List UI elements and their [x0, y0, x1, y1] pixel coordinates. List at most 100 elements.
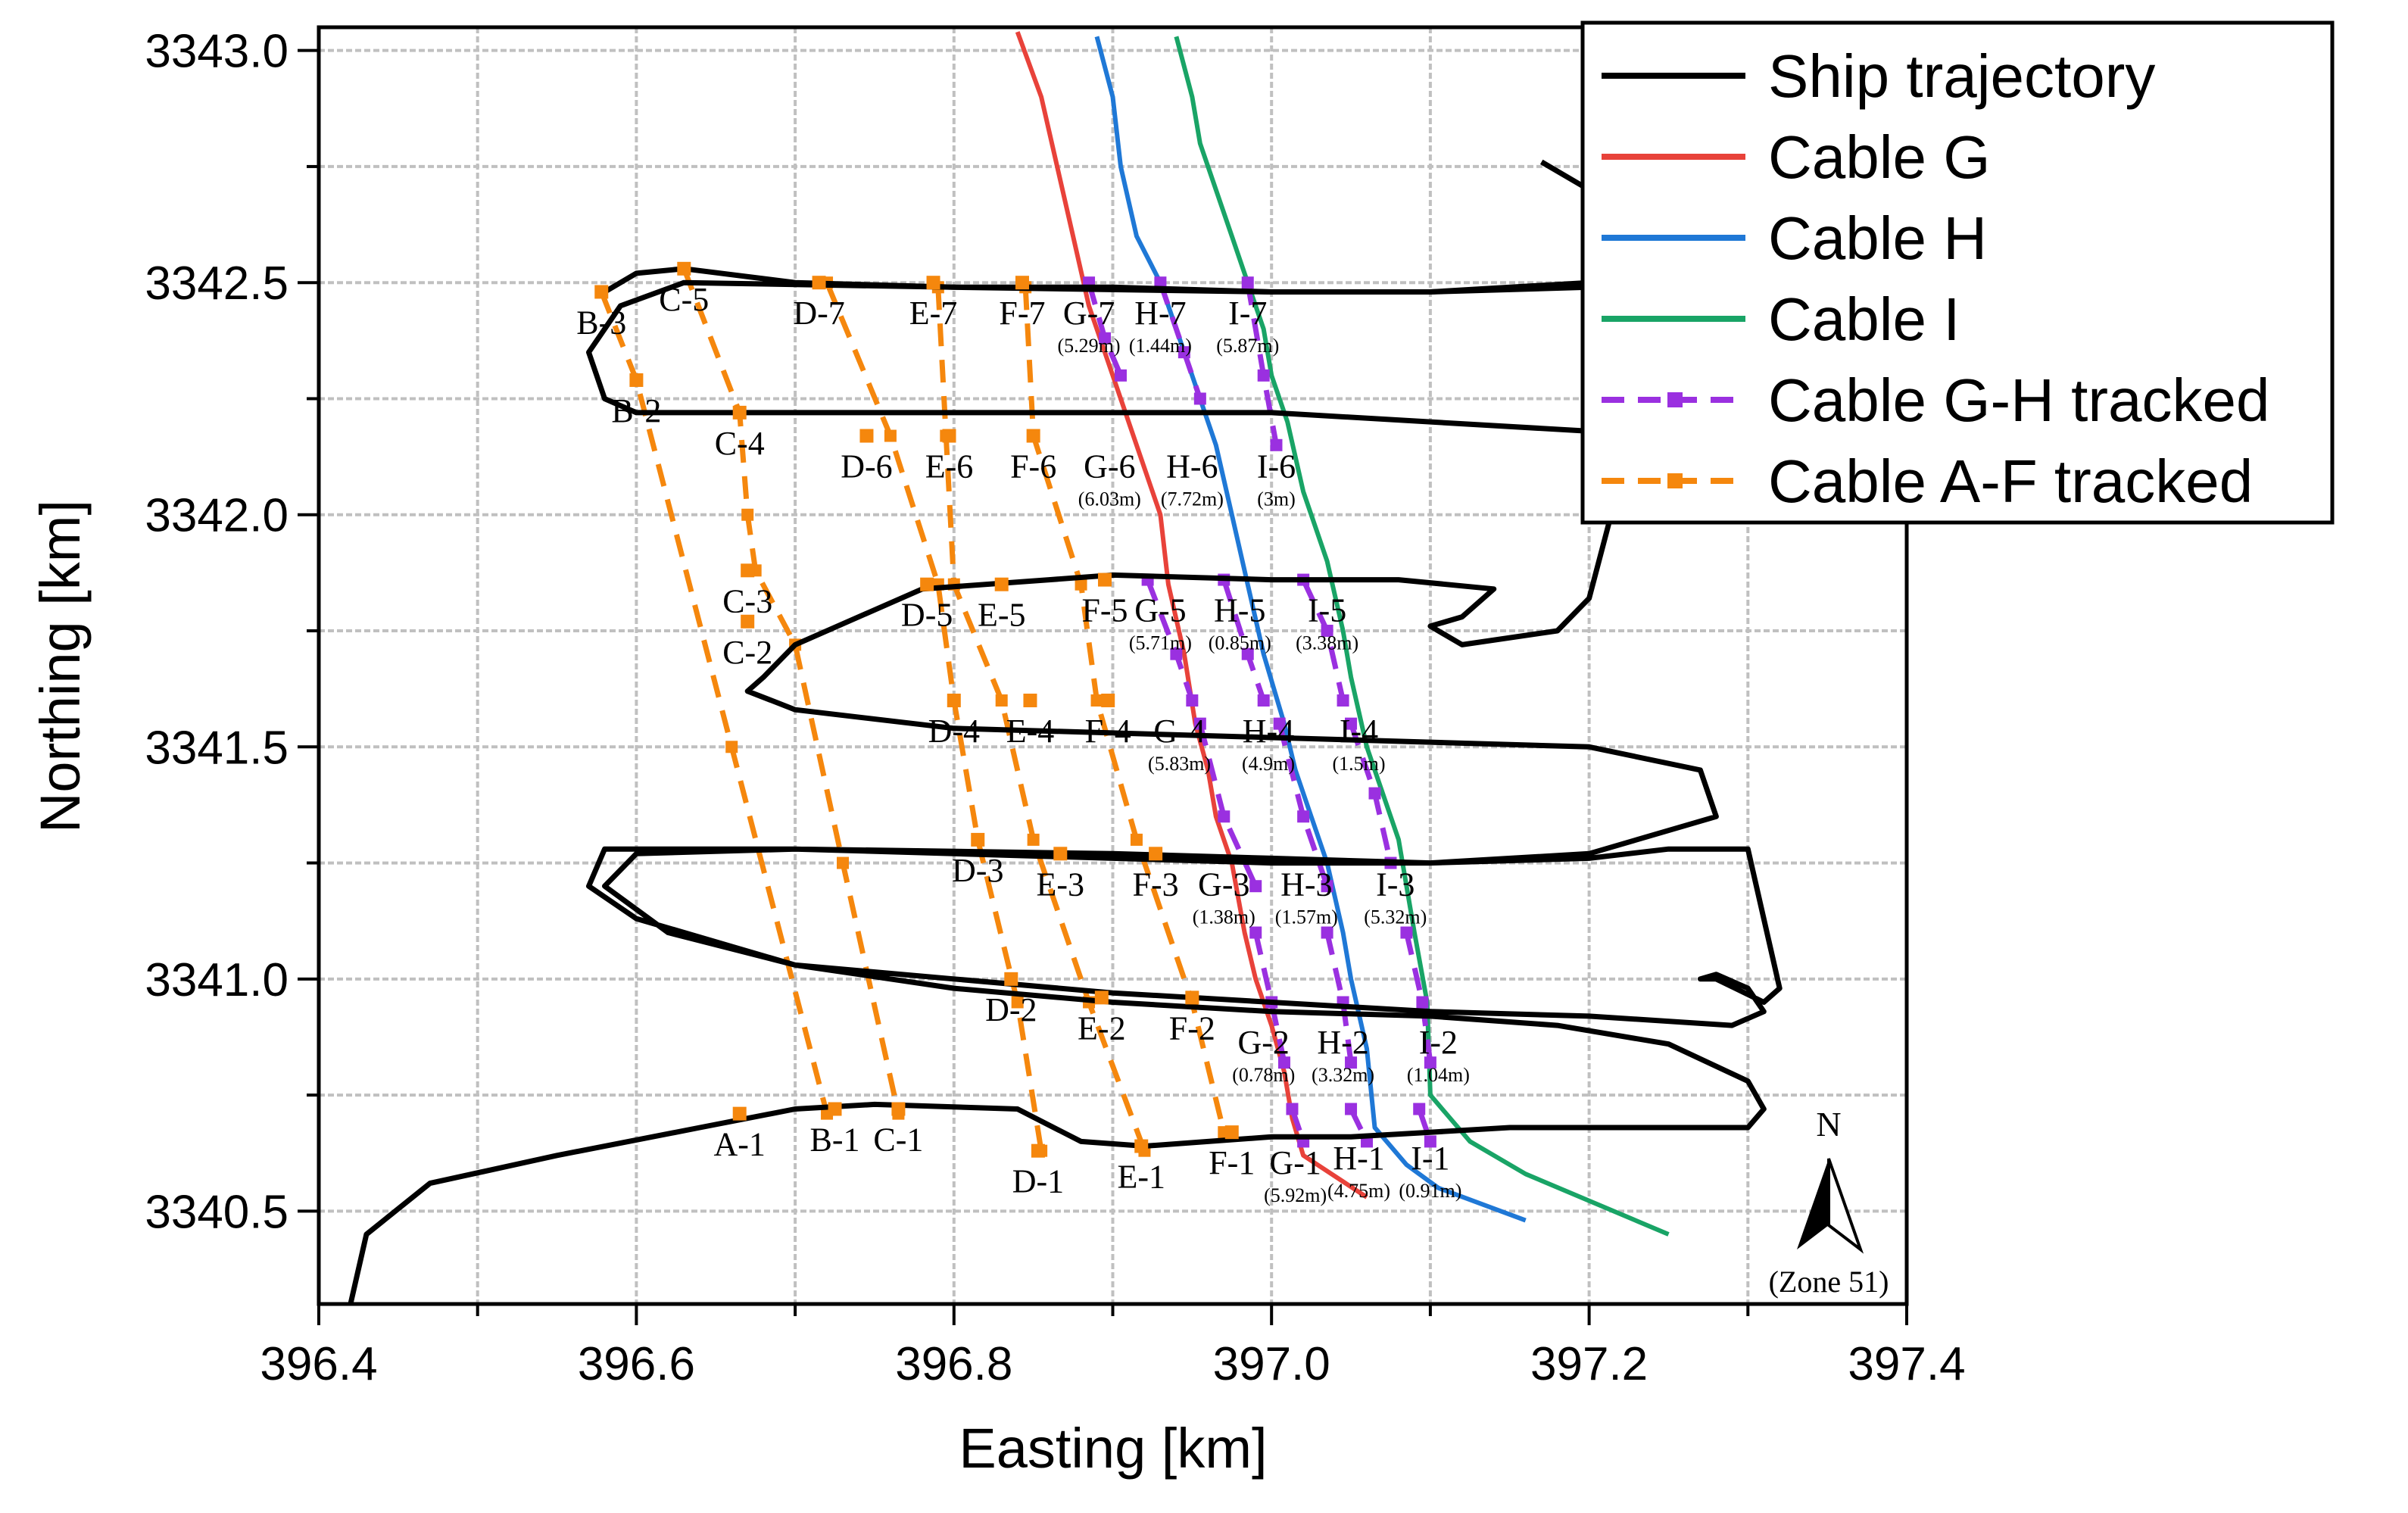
label-marker: [594, 285, 609, 299]
point-label: I-1: [1411, 1140, 1449, 1177]
data-point-tracked_gh: [1368, 787, 1381, 800]
legend-label: Cable I: [1768, 285, 1960, 353]
x-tick-label: 396.4: [260, 1338, 377, 1390]
data-point-tracked_gh: [1416, 996, 1429, 1009]
label-marker: [1224, 1125, 1239, 1140]
data-point-tracked_af: [1011, 996, 1024, 1009]
deviation-label: (7.72m): [1161, 488, 1224, 510]
point-label: G-3: [1198, 866, 1249, 903]
label-marker: [1023, 693, 1037, 707]
data-point-tracked_gh: [1241, 647, 1254, 660]
deviation-label: (3m): [1257, 488, 1296, 510]
label-marker: [812, 276, 826, 290]
data-point-tracked_af: [1027, 833, 1040, 846]
legend-label: Cable G-H tracked: [1768, 367, 2269, 434]
x-tick-label: 396.6: [578, 1338, 695, 1390]
data-point-tracked_gh: [1186, 694, 1199, 707]
deviation-label: (1.57m): [1275, 906, 1338, 928]
deviation-label: (1.44m): [1129, 335, 1192, 357]
data-point-tracked_gh: [1345, 1056, 1358, 1069]
data-point-tracked_gh: [1424, 1135, 1436, 1148]
point-label: D-5: [901, 597, 953, 634]
legend-box: [1580, 20, 2335, 525]
point-label: E-3: [1037, 866, 1085, 903]
point-label: C-1: [873, 1121, 923, 1159]
label-marker: [677, 261, 691, 276]
point-label: F-4: [1085, 713, 1131, 750]
deviation-label: (5.87m): [1216, 335, 1279, 357]
legend-marker: [1667, 473, 1683, 488]
y-tick-label: 3342.0: [145, 490, 289, 542]
label-marker: [629, 373, 644, 387]
point-label: F-1: [1209, 1144, 1255, 1181]
data-point-tracked_af: [884, 429, 897, 442]
deviation-label: (0.91m): [1399, 1180, 1461, 1202]
series-line-tracked_af: [599, 291, 830, 1115]
deviation-label: (5.71m): [1129, 632, 1192, 654]
zone-label: (Zone 51): [1769, 1265, 1889, 1299]
point-label: G-6: [1084, 448, 1135, 485]
label-marker: [1185, 990, 1199, 1005]
data-point-tracked_gh: [1321, 625, 1333, 638]
point-label: I-7: [1228, 295, 1267, 332]
point-label: D-4: [928, 713, 980, 750]
point-label: I-3: [1376, 866, 1415, 903]
point-label: D-6: [841, 448, 892, 485]
deviation-label: (5.83m): [1148, 753, 1211, 775]
data-point-tracked_gh: [1424, 1056, 1436, 1069]
point-label: C-3: [722, 582, 772, 619]
data-point-tracked_gh: [1154, 276, 1167, 289]
point-label: H-4: [1243, 713, 1294, 750]
label-marker: [947, 693, 961, 707]
x-tick-label: 397.2: [1530, 1338, 1648, 1390]
data-point-tracked_gh: [1193, 717, 1206, 730]
data-point-tracked_af: [725, 741, 738, 753]
point-label: G-4: [1153, 713, 1205, 750]
data-point-tracked_gh: [1345, 1103, 1358, 1115]
point-label: B-3: [576, 304, 626, 341]
label-marker: [920, 577, 934, 591]
deviation-label: (6.03m): [1078, 488, 1141, 510]
point-label: H-6: [1166, 448, 1218, 485]
point-label: E-1: [1117, 1159, 1165, 1196]
series-line-cable_h: [1094, 36, 1527, 1223]
point-label: I-2: [1419, 1024, 1458, 1061]
deviation-label: (0.85m): [1209, 632, 1271, 654]
label-marker: [1134, 1139, 1149, 1153]
label-marker: [971, 832, 985, 847]
point-label: C-2: [722, 634, 772, 671]
data-point-tracked_gh: [1114, 369, 1127, 382]
deviation-label: (1.5m): [1333, 753, 1386, 775]
data-point-tracked_gh: [1273, 717, 1286, 730]
point-label: E-5: [978, 597, 1026, 634]
point-label: F-3: [1133, 866, 1179, 903]
data-point-tracked_gh: [1249, 926, 1262, 939]
data-point-tracked_gh: [1321, 880, 1333, 893]
point-label: I-5: [1308, 592, 1346, 629]
data-point-tracked_gh: [1249, 880, 1262, 893]
legend-label: Cable H: [1768, 204, 1987, 272]
data-point-tracked_gh: [1345, 717, 1358, 730]
point-label: I-6: [1257, 448, 1296, 485]
label-marker: [741, 614, 755, 629]
deviation-label: (1.38m): [1193, 906, 1255, 928]
deviation-label: (5.92m): [1264, 1184, 1327, 1206]
label-marker: [1026, 429, 1040, 443]
data-point-tracked_gh: [1218, 810, 1231, 823]
point-label: I-4: [1340, 713, 1378, 750]
point-label: H-3: [1280, 866, 1332, 903]
data-point-tracked_af: [1130, 833, 1143, 846]
north-arrow-right-half: [1827, 1158, 1864, 1254]
point-label: H-1: [1333, 1140, 1384, 1177]
point-label: E-2: [1078, 1009, 1126, 1047]
label-marker: [891, 1102, 906, 1116]
point-labels: A-1 B-1 C-1 D-1 E-1 F-1 G-1 (5.92m) H-1 (4.75m) I-…: [576, 261, 1470, 1206]
point-label: B-2: [611, 392, 661, 429]
point-label: G-2: [1237, 1024, 1289, 1061]
point-label: F-2: [1169, 1009, 1215, 1047]
data-point-tracked_gh: [1177, 346, 1190, 359]
deviation-label: (3.32m): [1312, 1064, 1374, 1086]
data-point-tracked_af: [1090, 694, 1103, 707]
data-point-tracked_gh: [1413, 1103, 1426, 1115]
legend-label: Ship trajectory: [1768, 42, 2155, 110]
